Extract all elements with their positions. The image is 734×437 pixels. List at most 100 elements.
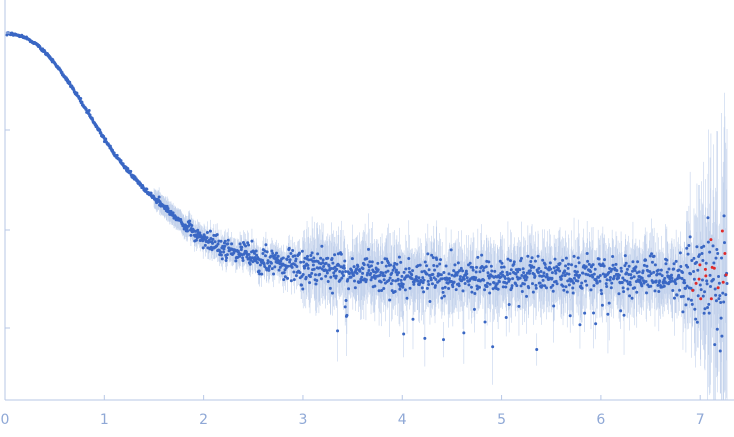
data-point: [397, 271, 401, 275]
data-point: [628, 280, 632, 284]
data-point: [540, 284, 544, 288]
data-point: [447, 272, 451, 276]
data-point: [682, 278, 686, 282]
data-point: [87, 108, 91, 112]
data-point: [505, 281, 509, 285]
data-point: [698, 283, 702, 287]
data-point: [500, 270, 504, 274]
data-point: [567, 262, 571, 266]
data-point: [488, 282, 492, 286]
data-point: [553, 257, 557, 261]
data-point: [420, 286, 424, 290]
data-point: [591, 263, 595, 267]
data-point: [533, 259, 537, 263]
data-point: [304, 275, 308, 279]
data-point: [604, 282, 608, 286]
data-point: [538, 281, 542, 285]
data-point: [112, 151, 116, 155]
data-point: [516, 270, 520, 274]
data-point: [358, 269, 362, 273]
data-point: [685, 284, 689, 288]
data-point: [715, 327, 719, 331]
data-point: [349, 275, 353, 279]
data-point: [640, 276, 644, 280]
data-point: [429, 278, 433, 282]
data-point: [562, 288, 566, 292]
data-point: [690, 302, 694, 306]
data-point: [526, 254, 530, 258]
data-point: [652, 254, 656, 258]
data-point: [330, 291, 334, 295]
data-point: [289, 279, 293, 283]
data-point: [444, 264, 448, 268]
data-point: [439, 273, 443, 277]
data-point: [556, 266, 560, 270]
data-point: [554, 279, 558, 283]
data-point: [722, 300, 726, 304]
data-point: [239, 248, 243, 252]
data-point: [708, 284, 712, 288]
data-point: [292, 270, 296, 274]
data-point: [238, 242, 242, 246]
data-point: [508, 277, 512, 281]
data-point: [372, 274, 376, 278]
data-point: [205, 230, 209, 234]
data-point: [408, 286, 412, 290]
data-point: [332, 271, 336, 275]
data-point: [530, 256, 534, 260]
data-point: [426, 252, 430, 256]
data-point: [282, 271, 286, 275]
data-point: [559, 277, 563, 281]
data-point: [525, 275, 529, 279]
data-point: [531, 290, 535, 294]
data-point: [366, 247, 370, 251]
data-point: [495, 282, 499, 286]
data-point: [433, 284, 437, 288]
data-point: [407, 267, 411, 270]
data-point: [270, 249, 274, 253]
data-point: [389, 263, 393, 267]
data-point: [333, 265, 337, 269]
data-point: [473, 292, 477, 296]
data-point: [703, 290, 707, 294]
data-point: [645, 264, 649, 268]
x-tick-label: 4: [398, 412, 407, 428]
data-point: [711, 244, 715, 248]
data-point: [288, 258, 292, 262]
data-point: [104, 137, 108, 141]
data-point: [299, 260, 303, 264]
data-point: [211, 241, 215, 245]
data-point: [441, 290, 445, 294]
data-point: [508, 259, 512, 263]
data-point: [605, 285, 609, 288]
data-point: [230, 242, 234, 246]
data-point: [421, 281, 425, 285]
data-point: [664, 262, 668, 266]
data-point: [512, 260, 516, 264]
data-point: [528, 269, 532, 273]
data-point: [447, 277, 451, 281]
data-point: [694, 317, 698, 321]
data-point: [620, 280, 624, 284]
data-point: [586, 259, 590, 263]
data-point: [650, 260, 654, 264]
data-point: [255, 253, 259, 257]
data-point: [411, 269, 415, 273]
data-point: [452, 269, 456, 273]
data-point: [252, 251, 256, 255]
data-point: [686, 265, 690, 269]
data-point: [390, 271, 394, 275]
data-point: [467, 283, 471, 287]
data-point: [361, 271, 365, 275]
data-point: [459, 266, 463, 270]
data-point: [483, 288, 487, 292]
data-point: [418, 263, 422, 267]
data-point: [672, 267, 676, 271]
data-point: [670, 273, 673, 277]
data-point: [267, 268, 271, 272]
data-point: [614, 262, 618, 266]
data-point: [689, 272, 693, 276]
data-point: [565, 290, 569, 294]
data-point: [631, 269, 635, 273]
data-point: [223, 244, 227, 248]
